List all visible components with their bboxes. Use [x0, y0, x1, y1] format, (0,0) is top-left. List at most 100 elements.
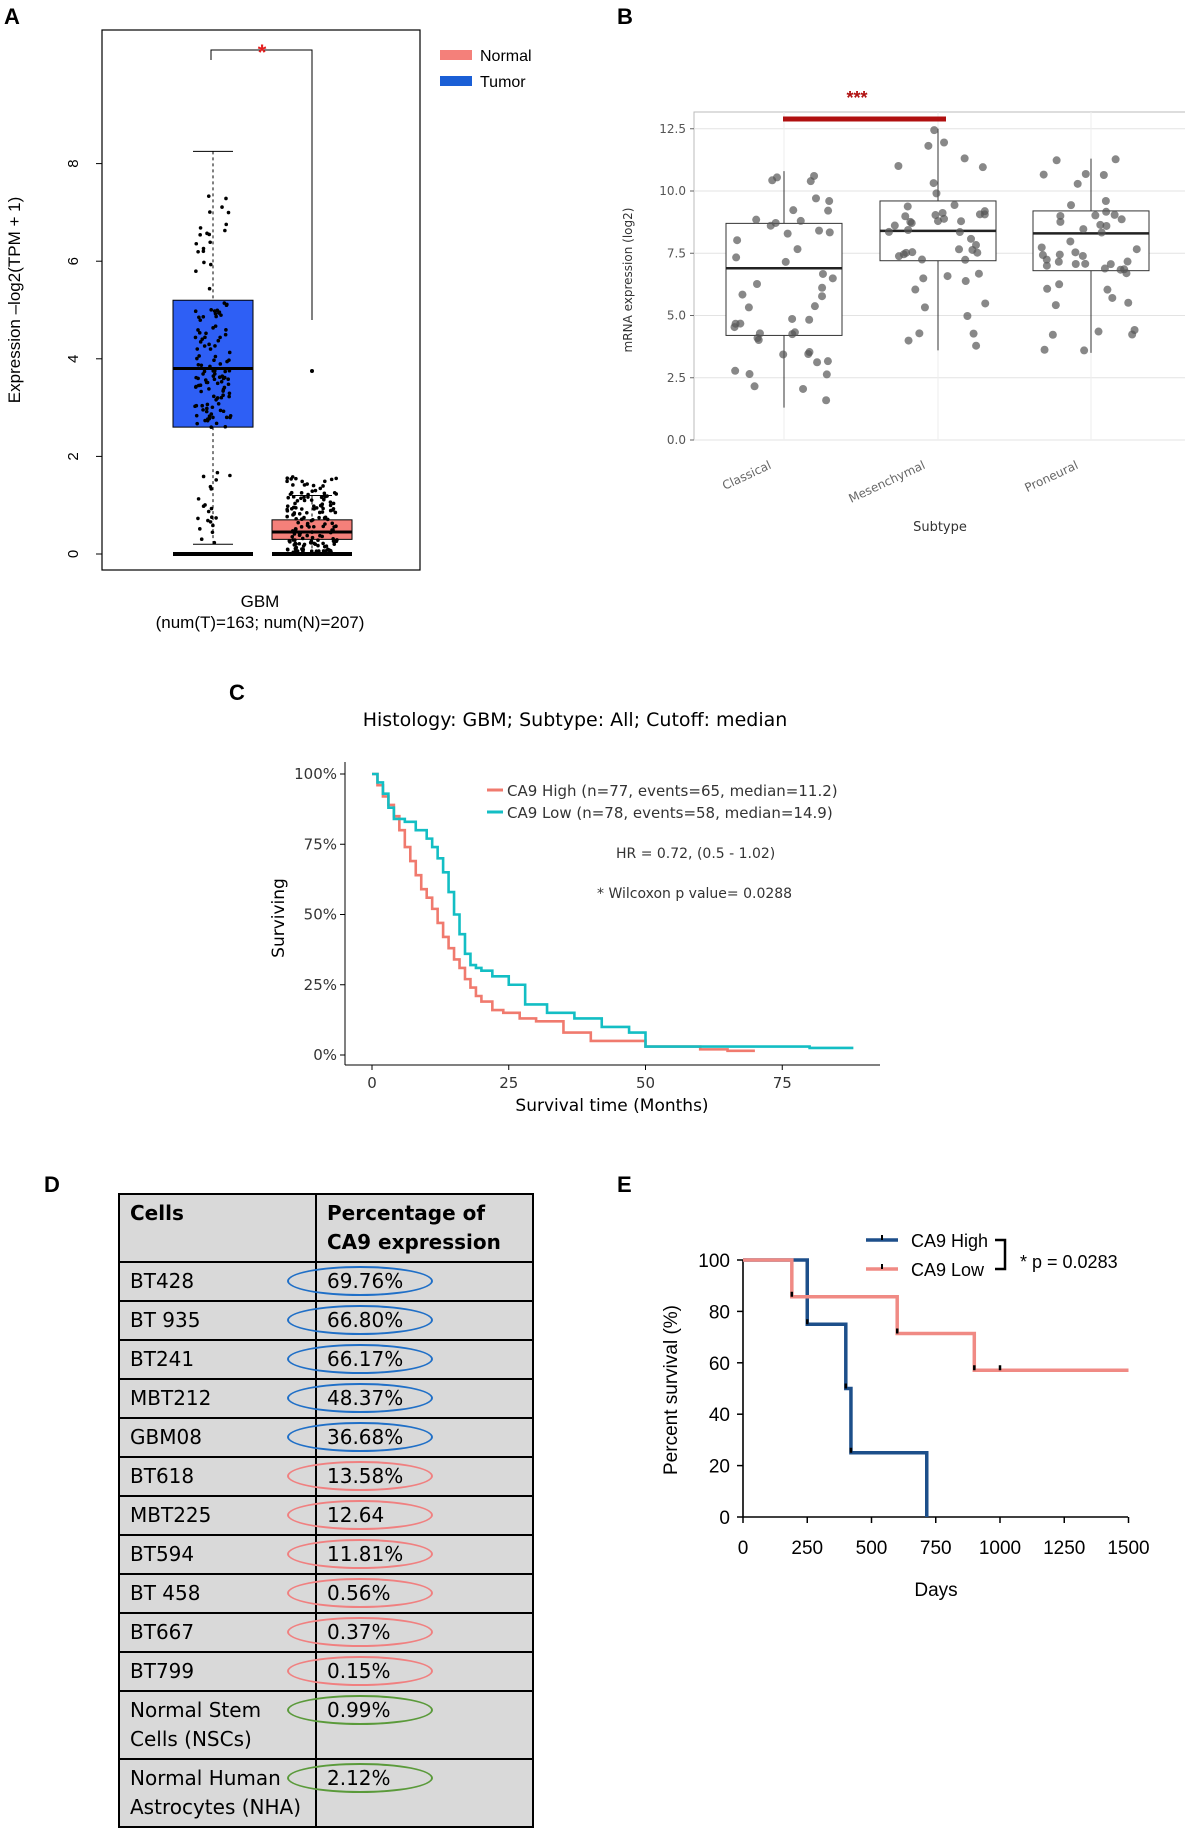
panel-e-ytick-label: 40 — [709, 1405, 730, 1426]
panel-a-ylabel: Expression –log2(TPM + 1) — [5, 197, 24, 403]
panel-e-legend-low: CA9 Low — [911, 1260, 985, 1280]
panel-c-ytick-label: 0% — [313, 1046, 337, 1064]
panel-a-point-tumor — [197, 315, 201, 320]
panel-b-point-classical — [810, 302, 819, 311]
panel-a-point-normal — [296, 520, 300, 525]
panel-c-ytick-label: 25% — [304, 976, 337, 994]
panel-b-point-mesenchymal — [968, 245, 977, 254]
panel-b-point-mesenchymal — [903, 202, 912, 211]
column-header-percentage: Percentage of CA9 expression — [315, 1193, 534, 1263]
highlight-oval-high — [287, 1383, 433, 1413]
panel-letter-e: E — [617, 1172, 632, 1197]
panel-a-point-tumor — [196, 362, 201, 367]
panel-e-xtick-label: 1500 — [1107, 1538, 1149, 1559]
panel-a-point-tumor — [222, 385, 227, 390]
panel-a-point-normal — [286, 551, 290, 556]
panel-b-point-proneural — [1106, 260, 1115, 269]
panel-b-point-classical — [750, 382, 759, 391]
panel-a-point-normal — [299, 507, 304, 511]
panel-a-point-tumor — [213, 311, 218, 316]
table-row: MBT212 48.37% — [118, 1378, 534, 1419]
panel-b-ytick-label: 2.5 — [667, 371, 686, 385]
panel-b-point-mesenchymal — [961, 277, 970, 286]
panel-b-point-classical — [779, 350, 788, 359]
highlight-oval-low — [287, 1500, 433, 1530]
percentage-value: 48.37% — [327, 1386, 404, 1410]
panel-b-point-classical — [796, 216, 805, 225]
panel-b-point-classical — [783, 229, 792, 238]
panel-a-point-tumor — [211, 394, 216, 399]
panel-b-point-mesenchymal — [919, 274, 928, 283]
table-row: BT799 0.15% — [118, 1651, 534, 1692]
panel-a-point-tumor — [223, 332, 228, 337]
panel-a-point-tumor — [211, 374, 216, 378]
panel-a-point-normal — [297, 541, 302, 546]
table-row: BT428 69.76% — [118, 1261, 534, 1302]
panel-b-point-mesenchymal — [911, 285, 920, 294]
panel-a-point-tumor — [203, 378, 208, 382]
panel-a-point-tumor — [219, 379, 224, 384]
panel-b-point-classical — [811, 194, 820, 203]
panel-b-point-classical — [810, 171, 819, 180]
panel-b-point-classical — [822, 370, 831, 379]
panel-a-point-tumor — [213, 344, 217, 348]
panel-b-point-mesenchymal — [904, 336, 913, 345]
panel-b-point-classical — [828, 274, 837, 283]
panel-e-lines — [743, 1258, 1129, 1517]
panel-b-point-proneural — [1054, 257, 1063, 266]
panel-a-point-tumor — [206, 518, 210, 523]
panel-b-point-classical — [745, 370, 754, 379]
panel-a-point-tumor — [227, 394, 231, 399]
panel-b-point-classical — [824, 206, 833, 215]
panel-a-point-tumor — [193, 404, 197, 409]
highlight-oval-low — [287, 1617, 433, 1647]
cell-percentage: 48.37% — [287, 1378, 534, 1419]
panel-a-point-normal — [305, 523, 310, 528]
panel-a-point-normal — [291, 495, 296, 499]
panel-a-point-tumor — [206, 509, 211, 514]
panel-b-point-mesenchymal — [963, 311, 972, 320]
panel-a-point-tumor — [209, 308, 213, 312]
panel-a-point-normal — [292, 532, 297, 536]
panel-a-point-normal — [295, 498, 300, 503]
panel-a-point-tumor — [217, 375, 222, 379]
panel-a-point-tumor — [219, 395, 224, 400]
panel-b-point-mesenchymal — [884, 227, 893, 236]
panel-b-point-mesenchymal — [981, 299, 990, 308]
panel-a-point-tumor — [208, 210, 212, 214]
panel-a-point-tumor — [206, 194, 211, 198]
panel-b-point-proneural — [1100, 264, 1109, 273]
panel-a-point-tumor — [193, 335, 198, 340]
highlight-oval-low — [287, 1539, 433, 1569]
panel-a-point-tumor — [224, 328, 228, 332]
panel-b-point-classical — [768, 176, 777, 185]
panel-a-point-normal — [320, 510, 325, 514]
panel-b-point-proneural — [1055, 250, 1064, 259]
panel-b-point-mesenchymal — [957, 217, 966, 226]
highlight-oval-normal — [287, 1763, 433, 1793]
panel-a-point-tumor — [223, 424, 228, 429]
panel-e-ytick-label: 60 — [709, 1354, 730, 1375]
panel-a-point-tumor — [195, 421, 199, 426]
cell-line-name: BT428 — [118, 1261, 317, 1302]
panel-b-point-classical — [818, 269, 827, 278]
panel-b-point-mesenchymal — [902, 248, 911, 257]
panel-a-point-tumor — [221, 393, 225, 398]
panel-b-point-proneural — [1056, 211, 1065, 220]
panel-b-point-classical — [738, 290, 747, 299]
panel-a-point-normal — [285, 547, 290, 552]
percentage-value: 69.76% — [327, 1269, 404, 1293]
panel-c-ytick-label: 75% — [304, 835, 337, 853]
panel-a-significance: * — [258, 40, 267, 65]
panel-b-point-classical — [823, 357, 832, 366]
panel-a-point-normal — [321, 484, 325, 488]
panel-a-point-normal — [317, 549, 321, 553]
panel-b-point-proneural — [1073, 179, 1082, 188]
panel-b: 0.0 2.5 5.0 7.5 10.0 12.5 Classical Mesenchyma… — [621, 88, 1185, 535]
panel-a-point-normal — [285, 476, 290, 481]
cell-line-name: MBT212 — [118, 1378, 317, 1419]
panel-a-point-normal — [302, 498, 307, 503]
panel-b-point-classical — [818, 283, 827, 292]
ca9-expression-table: Cells Percentage of CA9 expression BT428… — [118, 1193, 534, 1828]
panel-c-xlabel: Survival time (Months) — [515, 1096, 708, 1116]
